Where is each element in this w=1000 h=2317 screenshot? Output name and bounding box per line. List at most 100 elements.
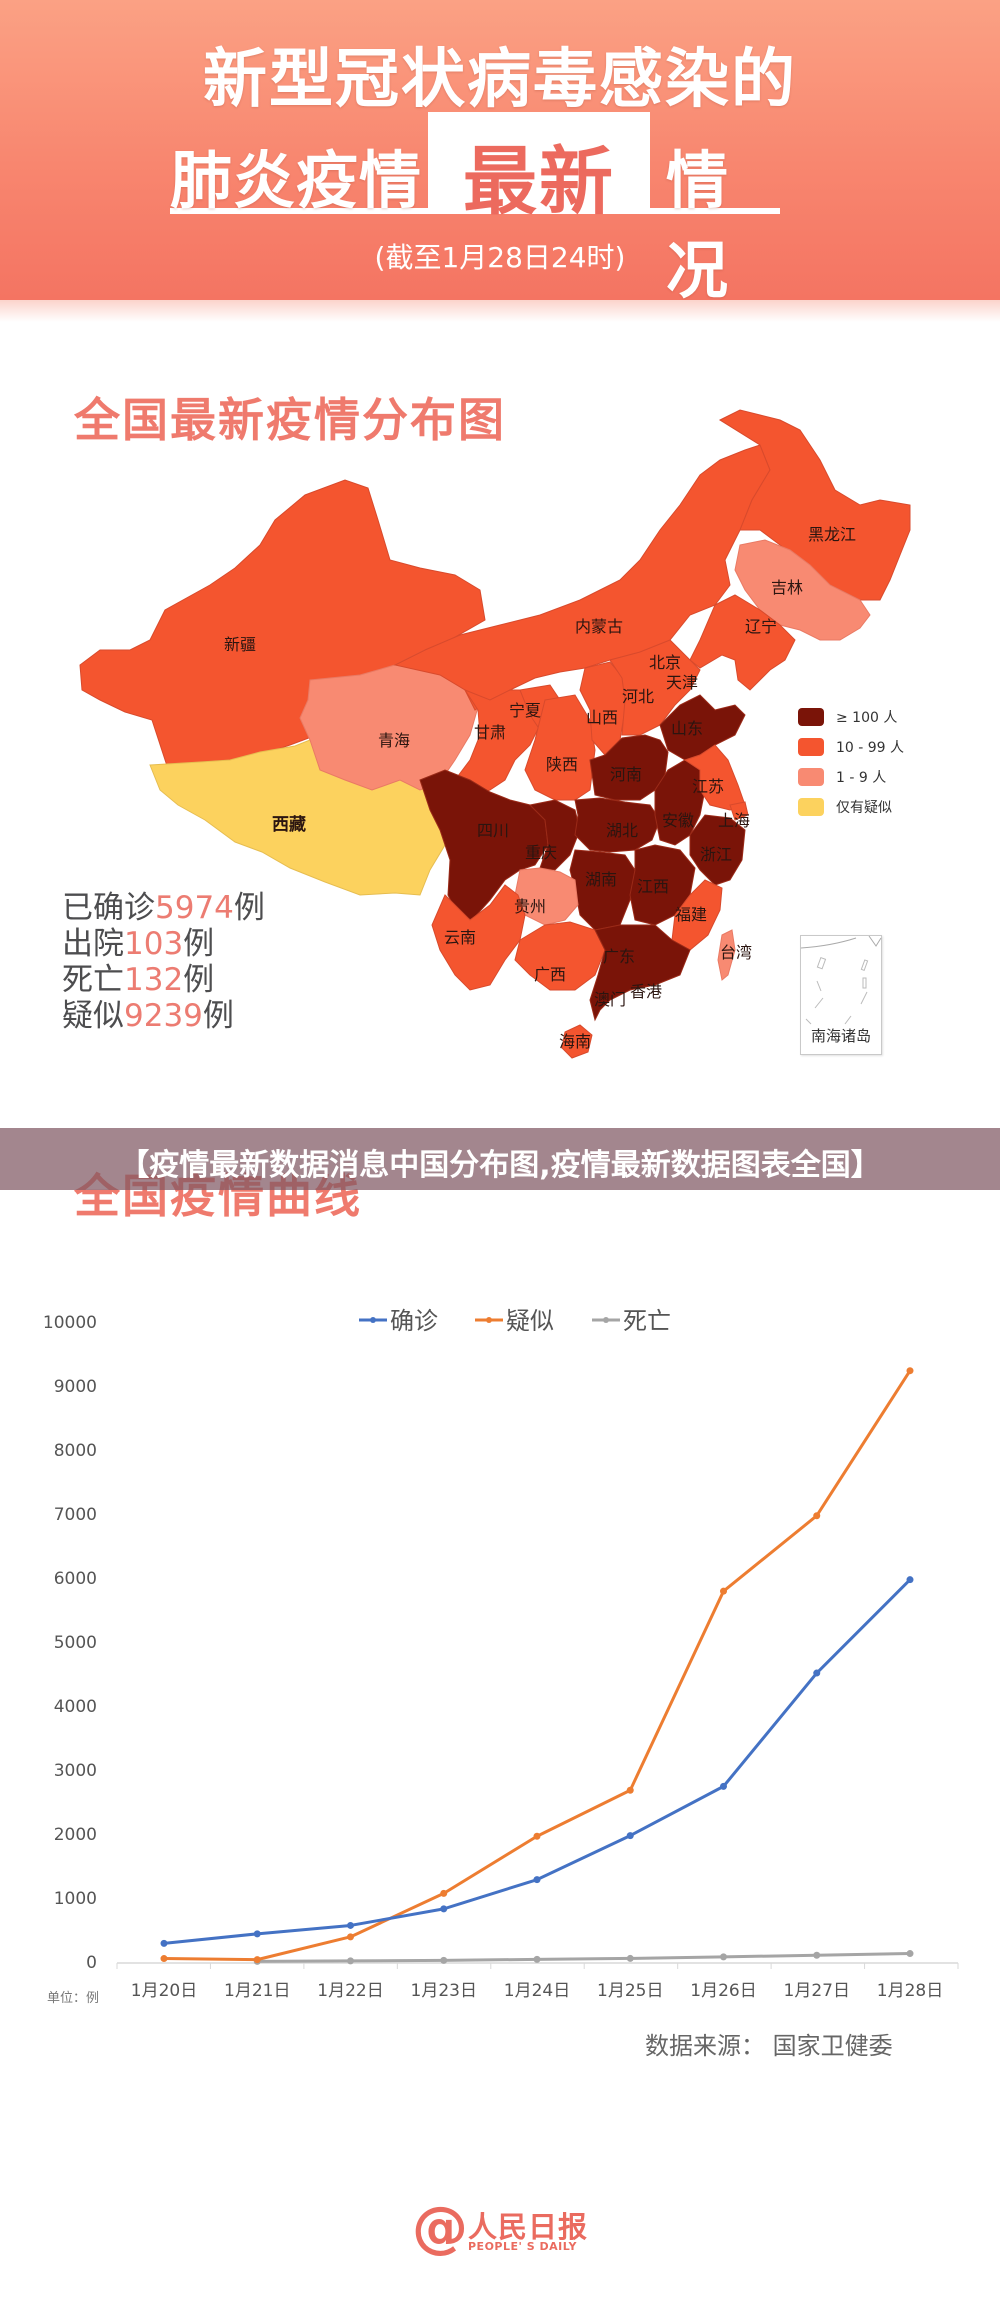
y-tick-label: 9000: [54, 1377, 97, 1397]
legend-swatch-dark: [798, 708, 824, 726]
x-tick-label: 1月22日: [317, 1981, 383, 2001]
headline-left-text: 肺炎疫情: [170, 144, 423, 217]
legend-entry: 疑似: [506, 1307, 554, 1335]
label-ningxia: 宁夏: [509, 701, 541, 720]
epidemic-line-chart: 确诊 疑似 死亡 0 1000 2000 3000 4000 5000 6000 7000 8000…: [43, 1307, 959, 2006]
label-guangxi: 广西: [534, 965, 566, 984]
label-taiwan: 台湾: [720, 943, 752, 962]
data-point: [253, 1930, 261, 1938]
legend-label: ≥ 100 人: [836, 710, 898, 726]
label-hebei: 河北: [622, 687, 654, 706]
y-tick-label: 6000: [54, 1569, 97, 1589]
data-point: [533, 1832, 541, 1840]
province-henan: [589, 734, 669, 801]
data-point: [533, 1955, 541, 1963]
peoples-daily-logo: @ 人民日报 PEOPLE' S DAILY: [412, 2196, 588, 2266]
data-point: [906, 1576, 914, 1584]
y-axis: 0 1000 2000 3000 4000 5000 6000 7000 8000 9000 100…: [43, 1313, 97, 1973]
province-guangdong: [589, 924, 691, 1022]
legend-item-10-99: 10 - 99 人: [798, 736, 948, 766]
x-tick-label: 1月24日: [504, 1981, 570, 2001]
x-tick-label: 1月27日: [784, 1981, 850, 2001]
series-line-疑似: [163, 1369, 912, 1962]
at-icon: @: [412, 2195, 468, 2260]
unit-label: 单位：例: [47, 1991, 99, 2006]
label-zhejiang: 浙江: [700, 845, 732, 864]
label-henan: 河南: [610, 765, 642, 784]
stat-confirmed: 已确诊5974例: [62, 890, 265, 926]
x-tick-label: 1月28日: [877, 1981, 943, 2001]
legend-item-1-9: 1 - 9 人: [798, 766, 948, 796]
y-tick-label: 5000: [54, 1633, 97, 1653]
province-hunan: [569, 849, 636, 931]
stat-deaths: 死亡132例: [62, 962, 215, 998]
label-guangdong: 广东: [603, 947, 635, 966]
data-point: [813, 1951, 821, 1959]
x-axis: 1月20日 1月21日 1月22日 1月23日 1月24日 1月25日 1月26日 1月27日…: [116, 1962, 959, 2001]
china-map: 新疆 西藏 青海 甘肃 宁夏 内蒙古 黑龙江 吉林 辽宁 北京 天津 河北 山西…: [79, 409, 911, 1059]
x-tick-label: 1月21日: [224, 1981, 290, 2001]
province-shandong: [659, 694, 746, 761]
overlay-caption-banner: 【疫情最新数据消息中国分布图,疫情最新数据图表全国】: [0, 1128, 1000, 1190]
label-neimenggu: 内蒙古: [575, 617, 623, 636]
headline-highlight-box: 最新: [428, 112, 650, 225]
data-point: [813, 1669, 821, 1677]
legend-entry: 死亡: [623, 1307, 671, 1335]
label-hubei: 湖北: [606, 821, 638, 840]
legend-swatch-pink: [798, 768, 824, 786]
legend-item-100-plus: ≥ 100 人: [798, 706, 948, 736]
label-heilongjiang: 黑龙江: [808, 525, 856, 544]
x-tick-label: 1月23日: [411, 1981, 477, 2001]
series-line-死亡: [257, 1952, 911, 1963]
label-xianggang: 香港: [630, 982, 662, 1001]
data-point: [160, 1939, 168, 1947]
data-source: 数据来源： 国家卫健委: [645, 2032, 893, 2060]
data-point: [440, 1889, 448, 1897]
label-hainan: 海南: [559, 1032, 591, 1051]
map-legend: ≥ 100 人 10 - 99 人 1 - 9 人 仅有疑似: [798, 706, 948, 826]
legend-label: 仅有疑似: [836, 800, 892, 816]
data-point: [347, 1933, 354, 1941]
data-point: [626, 1954, 634, 1962]
map-section-title: 全国最新疫情分布图: [74, 393, 506, 447]
label-sichuan: 四川: [477, 821, 509, 840]
label-beijing: 北京: [649, 653, 681, 672]
label-hunan: 湖南: [585, 870, 617, 889]
province-zhejiang: [689, 814, 746, 886]
label-guizhou: 贵州: [514, 897, 546, 916]
label-jiangxi: 江西: [637, 877, 669, 896]
label-qinghai: 青海: [378, 731, 410, 750]
data-point: [253, 1956, 261, 1964]
inset-label: 南海诸岛: [810, 1027, 871, 1045]
headline-right-text: 情况: [666, 144, 730, 307]
y-tick-label: 8000: [54, 1441, 97, 1461]
header-divider: [0, 300, 1000, 322]
province-anhui: [654, 759, 706, 846]
as-of-date: (截至1月28日24时): [374, 241, 626, 274]
data-point: [160, 1955, 168, 1963]
label-gansu: 甘肃: [474, 723, 506, 742]
y-tick-label: 0: [86, 1953, 97, 1973]
data-point: [347, 1957, 354, 1965]
header-banner: 新型冠状病毒感染的 肺炎疫情 最新 情况 (截至1月28日24时): [0, 0, 1000, 307]
province-shanghai: [729, 801, 749, 821]
label-tianjin: 天津: [666, 673, 698, 692]
y-tick-label: 7000: [54, 1505, 97, 1525]
province-jilin: [734, 539, 871, 641]
headline-highlight-text: 最新: [463, 139, 615, 225]
data-point: [906, 1950, 914, 1958]
headline-line1: 新型冠状病毒感染的: [203, 43, 797, 117]
y-tick-label: 2000: [54, 1825, 97, 1845]
stat-discharged: 出院103例: [62, 926, 215, 962]
x-tick-label: 1月25日: [597, 1981, 663, 2001]
data-point: [347, 1921, 354, 1929]
y-tick-label: 10000: [43, 1313, 97, 1333]
overlay-caption-text: 【疫情最新数据消息中国分布图,疫情最新数据图表全国】: [119, 1148, 881, 1183]
label-xizang: 西藏: [272, 815, 306, 835]
label-shandong: 山东: [671, 719, 703, 738]
province-heilongjiang: [718, 409, 911, 601]
legend-label: 10 - 99 人: [836, 740, 905, 756]
label-jilin: 吉林: [771, 578, 803, 597]
data-point: [720, 1953, 727, 1961]
y-tick-label: 3000: [54, 1761, 97, 1781]
